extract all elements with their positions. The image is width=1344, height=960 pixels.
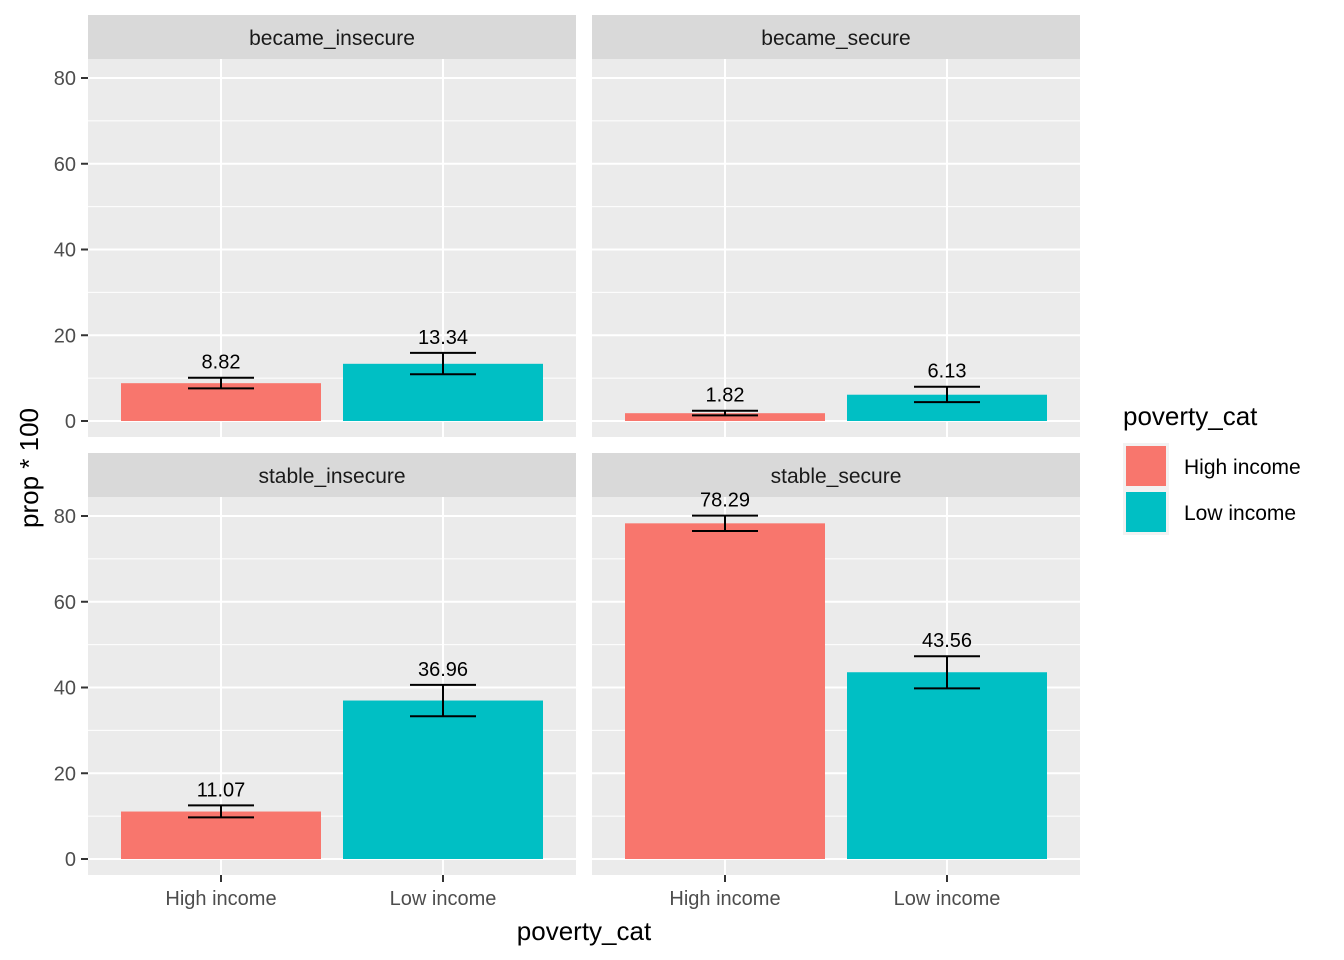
bar-high-income bbox=[625, 413, 825, 421]
y-tick-label: 80 bbox=[54, 506, 76, 528]
error-bar bbox=[914, 385, 980, 404]
facet-strip bbox=[592, 15, 1080, 59]
legend: poverty_cat High income Low income bbox=[1123, 401, 1301, 535]
legend-swatch-high-income bbox=[1126, 446, 1166, 486]
bar-value-label: 36.96 bbox=[418, 659, 468, 681]
y-tick-label: 40 bbox=[54, 678, 76, 700]
panel-became_insecure: became_insecure 8.82 13.34 bbox=[88, 15, 576, 437]
y-tick-label: 20 bbox=[54, 763, 76, 785]
bar-high-income bbox=[121, 811, 321, 859]
x-tick-label: High income bbox=[669, 888, 780, 910]
error-bar bbox=[410, 683, 476, 718]
bar-value-label: 1.82 bbox=[706, 385, 745, 407]
error-bar bbox=[410, 351, 476, 376]
facet-strip-label: stable_secure bbox=[771, 465, 902, 488]
bar-low-income bbox=[343, 700, 543, 859]
legend-label: Low income bbox=[1184, 502, 1296, 525]
bar-value-label: 11.07 bbox=[197, 779, 246, 801]
y-tick-label: 20 bbox=[54, 325, 76, 347]
facet-strip-label: became_secure bbox=[761, 27, 910, 50]
facet-strip bbox=[88, 453, 576, 497]
y-tick-label: 80 bbox=[54, 68, 76, 90]
bar-value-label: 43.56 bbox=[922, 630, 972, 652]
y-tick-label: 60 bbox=[54, 592, 76, 614]
panel-became_secure: became_secure 1.82 6.13 bbox=[592, 15, 1080, 437]
y-tick-label: 0 bbox=[65, 411, 76, 433]
y-tick-label: 60 bbox=[54, 154, 76, 176]
plot-background bbox=[592, 59, 1080, 437]
x-axis-title: poverty_cat bbox=[517, 916, 652, 946]
error-bar bbox=[914, 655, 980, 690]
gridlines bbox=[592, 59, 1080, 437]
panel-stable_insecure: stable_insecure 11.07 36.96 bbox=[88, 453, 576, 875]
y-tick-label: 40 bbox=[54, 240, 76, 262]
panels: became_insecure 8.82 13.34 became_secure 1.8… bbox=[88, 15, 1080, 875]
error-bar bbox=[692, 409, 758, 417]
axes: 0 20 40 60 80 0 20 40 60 80 High income Low income H… bbox=[54, 68, 1001, 910]
bar-value-label: 13.34 bbox=[418, 327, 468, 349]
legend-swatch-low-income bbox=[1126, 492, 1166, 532]
bar-value-label: 6.13 bbox=[928, 361, 967, 383]
y-axis-title: prop * 100 bbox=[14, 408, 44, 528]
x-tick-label: High income bbox=[165, 888, 276, 910]
bar-high-income bbox=[625, 523, 825, 859]
facet-strip-label: stable_insecure bbox=[258, 465, 405, 488]
error-bar bbox=[188, 804, 254, 819]
error-bar bbox=[692, 514, 758, 533]
bar-value-label: 78.29 bbox=[700, 490, 750, 512]
facet-strip bbox=[592, 453, 1080, 497]
x-tick-label: Low income bbox=[894, 888, 1001, 910]
facet-strip bbox=[88, 15, 576, 59]
bar-high-income bbox=[121, 383, 321, 421]
bar-low-income bbox=[847, 672, 1047, 859]
legend-label: High income bbox=[1184, 456, 1301, 479]
x-tick-label: Low income bbox=[390, 888, 497, 910]
legend-title: poverty_cat bbox=[1123, 401, 1258, 431]
panel-stable_secure: stable_secure 78.29 43.56 bbox=[592, 453, 1080, 875]
bar-value-label: 8.82 bbox=[202, 352, 241, 374]
facet-strip-label: became_insecure bbox=[249, 27, 415, 50]
y-tick-label: 0 bbox=[65, 849, 76, 871]
error-bar bbox=[188, 376, 254, 390]
